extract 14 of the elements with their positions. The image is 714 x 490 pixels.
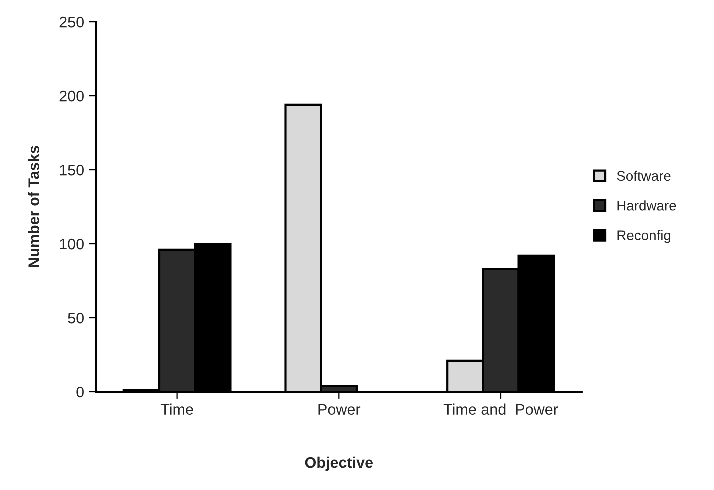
y-tick-label: 150 — [60, 164, 84, 176]
y-axis-title: Number of Tasks — [28, 146, 40, 268]
y-tick-label: 100 — [60, 238, 84, 250]
x-tick-label: Time and Power — [444, 404, 558, 416]
x-tick-label: Power — [318, 404, 361, 416]
x-axis-title: Objective — [305, 456, 374, 472]
y-tick-label: 200 — [60, 90, 84, 102]
x-tick-label: Time — [160, 404, 194, 416]
legend-label: Reconfig — [618, 230, 671, 244]
y-tick-label: 0 — [76, 386, 84, 398]
y-tick-label: 250 — [60, 16, 84, 28]
legend-label: Software — [617, 170, 671, 182]
y-tick-label: 50 — [68, 312, 84, 324]
legend-label: Hardware — [618, 200, 676, 211]
